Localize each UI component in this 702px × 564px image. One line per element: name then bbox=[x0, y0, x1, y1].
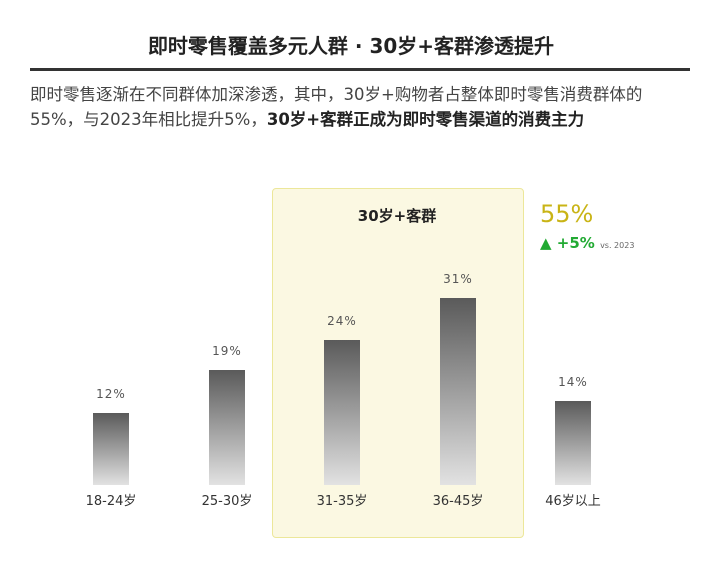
bar bbox=[324, 340, 360, 485]
data-label: 14% bbox=[558, 374, 588, 389]
category-label: 36-45岁 bbox=[432, 494, 484, 509]
change-value: +5% bbox=[556, 234, 595, 252]
category-label: 31-35岁 bbox=[316, 494, 368, 509]
data-label: 24% bbox=[327, 314, 357, 329]
data-label: 19% bbox=[212, 344, 242, 359]
category-label: 18-24岁 bbox=[85, 494, 137, 509]
highlight-label: 30岁+客群 bbox=[357, 207, 437, 225]
bar bbox=[93, 412, 129, 485]
comparison-label: vs. 2023 bbox=[600, 241, 635, 250]
data-label: 31% bbox=[443, 272, 473, 287]
highlight-share: 55% bbox=[540, 200, 594, 228]
category-label: 46岁以上 bbox=[545, 494, 601, 509]
category-label: 25-30岁 bbox=[201, 494, 253, 509]
data-label: 12% bbox=[96, 386, 126, 401]
page-title: 即时零售覆盖多元人群 · 30岁+客群渗透提升 bbox=[147, 34, 555, 58]
highlight-change: ▲ +5% vs. 2023 bbox=[540, 234, 634, 252]
bar bbox=[555, 400, 591, 485]
description-text: 即时零售逐渐在不同群体加深渗透，其中，30岁+购物者占整体即时零售消费群体的55… bbox=[30, 85, 643, 129]
description-bold: 30岁+客群正成为即时零售渠道的消费主力 bbox=[266, 110, 585, 129]
bar bbox=[440, 298, 476, 485]
description: 即时零售逐渐在不同群体加深渗透，其中，30岁+购物者占整体即时零售消费群体的55… bbox=[30, 82, 680, 132]
triangle-up-icon: ▲ bbox=[540, 234, 552, 252]
bar bbox=[209, 370, 245, 485]
title-divider bbox=[30, 68, 690, 71]
highlight-box bbox=[272, 188, 524, 538]
